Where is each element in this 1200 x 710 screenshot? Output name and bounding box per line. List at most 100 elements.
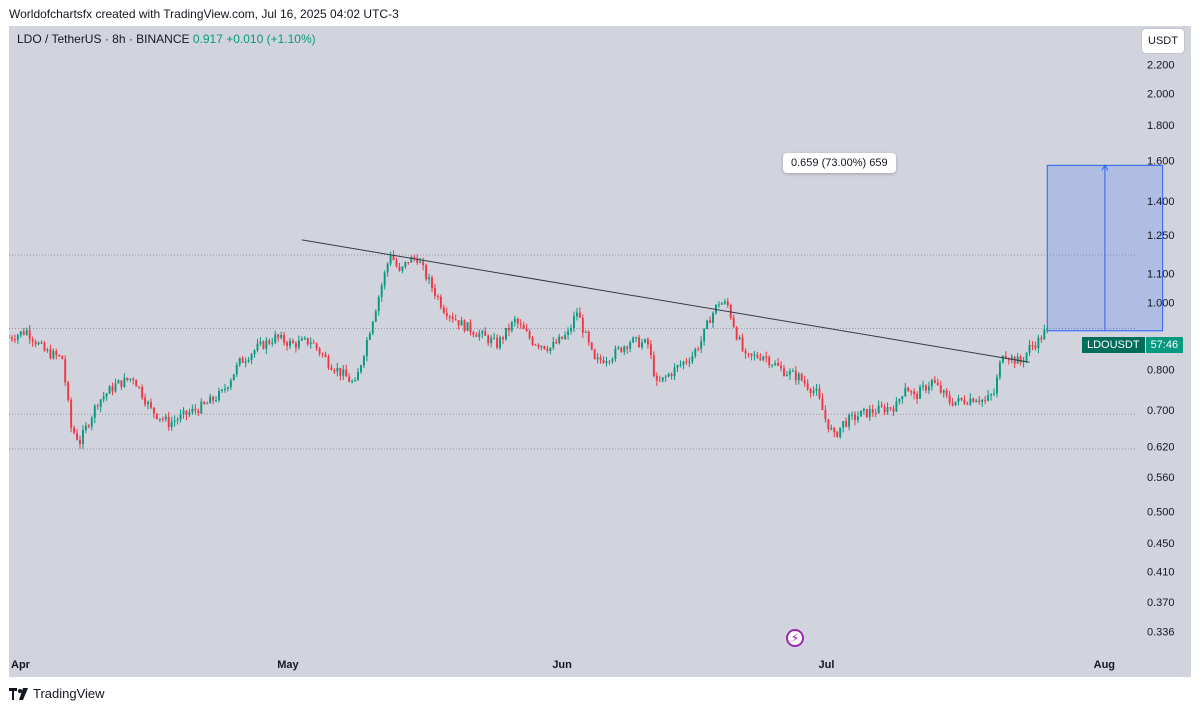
candle bbox=[259, 337, 262, 347]
candle bbox=[306, 337, 309, 347]
candle bbox=[827, 419, 830, 433]
candle bbox=[354, 377, 357, 382]
candle bbox=[221, 388, 223, 393]
candle bbox=[868, 405, 871, 421]
candle bbox=[664, 374, 667, 383]
chart-area[interactable]: 2.200 2.000 1.800 1.600 1.400 1.250 1.100 1.000… bbox=[9, 26, 1191, 677]
candle bbox=[401, 266, 404, 274]
candle bbox=[164, 413, 167, 422]
candle bbox=[747, 352, 750, 358]
candle bbox=[599, 354, 602, 364]
candle bbox=[362, 354, 365, 369]
candle bbox=[185, 410, 188, 421]
candle bbox=[700, 336, 703, 354]
price-chart[interactable]: 2.200 2.000 1.800 1.600 1.400 1.250 1.100 1.000… bbox=[9, 26, 1191, 677]
candle bbox=[147, 400, 149, 410]
candle bbox=[283, 331, 286, 346]
candle bbox=[407, 261, 410, 265]
candle bbox=[327, 354, 330, 371]
candle bbox=[1046, 326, 1049, 334]
candle bbox=[309, 337, 312, 349]
candle bbox=[919, 384, 922, 399]
candle bbox=[368, 331, 371, 341]
candle bbox=[824, 405, 827, 423]
candle bbox=[842, 420, 845, 433]
candle bbox=[998, 359, 1001, 380]
candle bbox=[874, 408, 877, 418]
candle bbox=[413, 254, 416, 262]
candle bbox=[348, 373, 351, 383]
candle bbox=[750, 353, 753, 361]
candle bbox=[901, 395, 904, 404]
candle bbox=[365, 337, 368, 362]
candle bbox=[655, 372, 658, 386]
candle bbox=[759, 353, 762, 361]
candle bbox=[463, 319, 466, 333]
candle bbox=[431, 275, 433, 293]
candle bbox=[626, 345, 629, 354]
candle bbox=[161, 416, 164, 423]
candle bbox=[445, 307, 448, 320]
candle bbox=[289, 337, 291, 349]
candle bbox=[389, 251, 392, 267]
candle bbox=[558, 333, 561, 345]
candle bbox=[777, 358, 780, 367]
currency-button[interactable]: USDT bbox=[1142, 29, 1184, 53]
candle bbox=[620, 346, 623, 353]
candle bbox=[114, 378, 117, 393]
candle bbox=[726, 297, 729, 308]
trendline[interactable] bbox=[301, 239, 1030, 363]
candle bbox=[815, 384, 818, 396]
candle bbox=[37, 341, 40, 346]
candle bbox=[830, 424, 833, 431]
candle bbox=[913, 388, 916, 400]
candle bbox=[543, 345, 546, 350]
candle bbox=[735, 325, 738, 341]
candle bbox=[540, 345, 543, 351]
candle bbox=[383, 270, 386, 290]
candle bbox=[93, 404, 96, 424]
candle bbox=[854, 411, 856, 426]
candle bbox=[475, 332, 478, 337]
candle bbox=[951, 398, 954, 407]
candle bbox=[682, 360, 685, 370]
candle bbox=[537, 343, 540, 350]
candle bbox=[638, 334, 641, 348]
candle bbox=[803, 375, 806, 387]
candle bbox=[555, 338, 558, 345]
candle bbox=[960, 397, 963, 402]
candle bbox=[374, 309, 377, 323]
candle bbox=[602, 356, 605, 364]
candle bbox=[173, 415, 176, 427]
candle bbox=[76, 428, 78, 441]
candle bbox=[52, 348, 55, 360]
candle bbox=[209, 393, 212, 404]
lightning-icon[interactable]: ⚡ bbox=[786, 629, 804, 647]
candle bbox=[253, 349, 256, 358]
candle bbox=[300, 336, 303, 342]
candle bbox=[469, 319, 472, 336]
footer: TradingView bbox=[9, 686, 105, 701]
candle bbox=[271, 337, 274, 347]
candle bbox=[611, 357, 614, 364]
candle bbox=[442, 304, 445, 315]
candle bbox=[126, 377, 129, 382]
candle bbox=[19, 330, 22, 338]
candle bbox=[570, 324, 572, 335]
candle bbox=[129, 378, 132, 382]
candle bbox=[194, 404, 197, 415]
candle bbox=[581, 314, 584, 339]
candle bbox=[152, 407, 155, 419]
candle bbox=[9, 334, 10, 339]
candle bbox=[649, 339, 652, 359]
candle bbox=[232, 374, 235, 381]
candle bbox=[975, 398, 978, 403]
candle bbox=[587, 330, 590, 346]
candle bbox=[386, 262, 389, 277]
horizontal-levels bbox=[9, 254, 1136, 450]
symbol-name: LDO / TetherUS · 8h · BINANCE bbox=[17, 32, 190, 46]
candle bbox=[762, 355, 765, 362]
candle bbox=[339, 367, 342, 381]
candle bbox=[797, 371, 800, 385]
candle bbox=[454, 314, 457, 321]
